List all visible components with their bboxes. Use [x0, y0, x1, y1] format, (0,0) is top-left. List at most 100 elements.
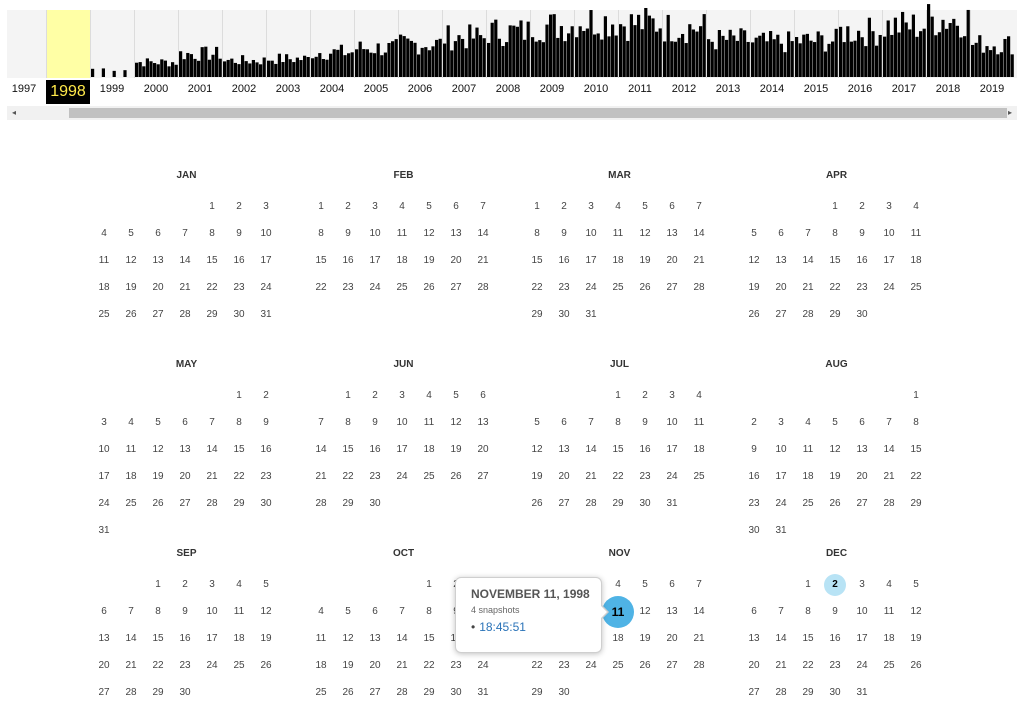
day-cell[interactable]: 17	[396, 444, 408, 455]
day-cell[interactable]: 27	[179, 498, 191, 509]
day-cell[interactable]: 26	[639, 660, 651, 671]
day-cell[interactable]: 30	[748, 525, 760, 536]
timeline-sparkline[interactable]: 1997 1998 1999 2000 2001 2002 2003 2004 2005 2006…	[0, 0, 1024, 105]
day-cell[interactable]: 16	[233, 255, 245, 266]
day-cell[interactable]: 15	[910, 444, 922, 455]
day-cell[interactable]: 28	[396, 687, 408, 698]
day-cell[interactable]: 11	[315, 633, 327, 644]
day-cell[interactable]: 7	[182, 228, 188, 239]
day-cell[interactable]: 19	[423, 255, 435, 266]
day-cell[interactable]: 25	[802, 498, 814, 509]
day-cell[interactable]: 24	[206, 660, 218, 671]
day-cell[interactable]: 9	[642, 417, 648, 428]
day-cell[interactable]: 14	[206, 444, 218, 455]
day-cell[interactable]: 21	[693, 255, 705, 266]
day-cell[interactable]: 26	[423, 282, 435, 293]
day-cell[interactable]: 31	[98, 525, 110, 536]
day-cell[interactable]: 14	[802, 255, 814, 266]
day-cell[interactable]: 28	[693, 660, 705, 671]
year-label-1999[interactable]: 1999	[99, 83, 125, 95]
day-cell[interactable]: 10	[260, 228, 272, 239]
day-cell[interactable]: 24	[396, 471, 408, 482]
day-cell[interactable]: 30	[369, 498, 381, 509]
popup-snapshot-link[interactable]: • 18:45:51	[471, 620, 526, 634]
day-cell[interactable]: 7	[696, 201, 702, 212]
day-cell[interactable]: 25	[883, 660, 895, 671]
day-cell[interactable]: 20	[98, 660, 110, 671]
day-cell[interactable]: 12	[910, 606, 922, 617]
day-cell[interactable]: 18	[125, 471, 137, 482]
year-label-2007[interactable]: 2007	[451, 83, 477, 95]
day-cell[interactable]: 3	[669, 390, 675, 401]
day-cell[interactable]: 9	[859, 228, 865, 239]
day-cell[interactable]: 12	[152, 444, 164, 455]
day-cell[interactable]: 2	[182, 579, 188, 590]
day-cell[interactable]: 31	[477, 687, 489, 698]
day-cell[interactable]: 2	[236, 201, 242, 212]
day-cell[interactable]: 4	[399, 201, 405, 212]
day-cell[interactable]: 1	[345, 390, 351, 401]
day-cell[interactable]: 5	[642, 579, 648, 590]
day-cell[interactable]: 9	[182, 606, 188, 617]
day-cell[interactable]: 1	[209, 201, 215, 212]
day-cell[interactable]: 13	[450, 228, 462, 239]
day-cell[interactable]: 1	[236, 390, 242, 401]
day-cell[interactable]: 17	[206, 633, 218, 644]
day-cell[interactable]: 3	[372, 201, 378, 212]
day-cell[interactable]: 16	[342, 255, 354, 266]
day-cell[interactable]: 13	[666, 606, 678, 617]
day-cell[interactable]: 18	[883, 633, 895, 644]
day-cell[interactable]: 15	[233, 444, 245, 455]
day-cell[interactable]: 29	[531, 309, 543, 320]
day-cell[interactable]: 20	[666, 255, 678, 266]
day-cell[interactable]: 14	[477, 228, 489, 239]
day-cell[interactable]: 27	[477, 471, 489, 482]
day-cell[interactable]: 23	[260, 471, 272, 482]
year-label-2014[interactable]: 2014	[759, 83, 785, 95]
day-cell[interactable]: 3	[588, 201, 594, 212]
scroll-right-arrow-icon[interactable]: ▸	[1007, 108, 1012, 117]
day-cell[interactable]: 27	[450, 282, 462, 293]
day-cell[interactable]: 30	[260, 498, 272, 509]
day-cell[interactable]: 7	[399, 606, 405, 617]
day-cell[interactable]: 13	[98, 633, 110, 644]
day-cell[interactable]: 20	[179, 471, 191, 482]
day-cell[interactable]: 9	[236, 228, 242, 239]
year-label-2000[interactable]: 2000	[143, 83, 169, 95]
day-cell[interactable]: 6	[778, 228, 784, 239]
day-cell[interactable]: 2	[372, 390, 378, 401]
day-cell[interactable]: 17	[98, 471, 110, 482]
day-cell[interactable]: 16	[558, 255, 570, 266]
day-cell[interactable]: 24	[585, 282, 597, 293]
day-cell[interactable]: 11	[802, 444, 814, 455]
year-label-2002[interactable]: 2002	[231, 83, 257, 95]
day-cell[interactable]: 29	[152, 687, 164, 698]
day-cell[interactable]: 26	[152, 498, 164, 509]
day-cell[interactable]: 23	[342, 282, 354, 293]
day-cell[interactable]: 28	[883, 498, 895, 509]
day-cell[interactable]: 4	[426, 390, 432, 401]
day-cell[interactable]: 3	[263, 201, 269, 212]
scroll-thumb[interactable]	[69, 108, 1007, 118]
day-cell[interactable]: 7	[318, 417, 324, 428]
day-cell[interactable]: 23	[639, 471, 651, 482]
day-cell[interactable]: 10	[666, 417, 678, 428]
day-cell[interactable]: 21	[125, 660, 137, 671]
day-cell[interactable]: 30	[639, 498, 651, 509]
day-cell[interactable]: 10	[369, 228, 381, 239]
day-cell[interactable]: 21	[775, 660, 787, 671]
day-cell[interactable]: 31	[585, 309, 597, 320]
year-label-2012[interactable]: 2012	[671, 83, 697, 95]
day-cell[interactable]: 21	[802, 282, 814, 293]
day-cell[interactable]: 9	[372, 417, 378, 428]
day-cell[interactable]: 19	[342, 660, 354, 671]
day-cell[interactable]: 13	[152, 255, 164, 266]
day-cell[interactable]: 12	[639, 606, 651, 617]
day-cell[interactable]: 27	[666, 660, 678, 671]
timeline-scrollbar[interactable]: ◂ ▸	[7, 106, 1017, 120]
day-cell[interactable]: 10	[856, 606, 868, 617]
day-cell[interactable]: 21	[396, 660, 408, 671]
day-cell[interactable]: 12	[260, 606, 272, 617]
day-cell[interactable]: 6	[453, 201, 459, 212]
day-cell[interactable]: 22	[910, 471, 922, 482]
